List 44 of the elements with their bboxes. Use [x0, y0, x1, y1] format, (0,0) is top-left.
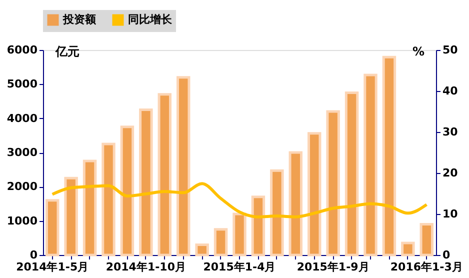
x-tick-label: 2015年1-9月 — [296, 260, 370, 274]
bar — [195, 244, 209, 256]
line-series — [50, 182, 428, 218]
y2-tick-label: 30 — [442, 126, 458, 138]
y-tick-label: 5000 — [6, 78, 38, 91]
x-tick-label: 2014年1-10月 — [106, 260, 186, 274]
y-axis-title: 亿元 — [54, 44, 80, 58]
bar — [382, 56, 396, 256]
bar — [401, 242, 415, 256]
legend-label: 投资额 — [62, 13, 97, 26]
x-tick-label: 2016年1-3月 — [390, 260, 463, 274]
bar — [214, 228, 228, 256]
y-tick-label: 2000 — [6, 180, 38, 194]
y-tick-label: 4000 — [6, 112, 38, 125]
y-tick-label: 3000 — [6, 146, 38, 159]
bar — [232, 212, 246, 256]
bar — [270, 169, 284, 256]
y-tick-label: 1000 — [6, 214, 38, 228]
x-tick-label: 2014年1-5月 — [16, 260, 89, 274]
bar — [307, 132, 322, 256]
y2-tick-label: 40 — [442, 84, 458, 98]
y2-axis-title: % — [412, 44, 424, 58]
y2-tick-label: 50 — [442, 44, 458, 56]
bar — [102, 142, 116, 256]
bar — [326, 110, 340, 256]
bar — [288, 151, 303, 256]
y2-tick-label: 10 — [442, 208, 458, 220]
bar — [158, 93, 172, 256]
y2-tick-label: 20 — [442, 166, 458, 180]
y2-tick-label: 0 — [442, 248, 450, 262]
bar — [364, 74, 378, 256]
x-tick-label: 2015年1-4月 — [203, 260, 276, 274]
bar — [120, 126, 134, 256]
bar — [420, 223, 434, 256]
legend-label: 同比增长 — [128, 13, 173, 26]
y-tick-label: 6000 — [6, 44, 38, 56]
bar — [176, 76, 190, 256]
bar — [139, 108, 153, 256]
bar — [251, 196, 266, 256]
bar — [45, 199, 60, 256]
bar — [64, 176, 78, 256]
bar — [82, 160, 97, 256]
bar — [344, 91, 359, 256]
y-tick-label: 0 — [30, 248, 38, 262]
